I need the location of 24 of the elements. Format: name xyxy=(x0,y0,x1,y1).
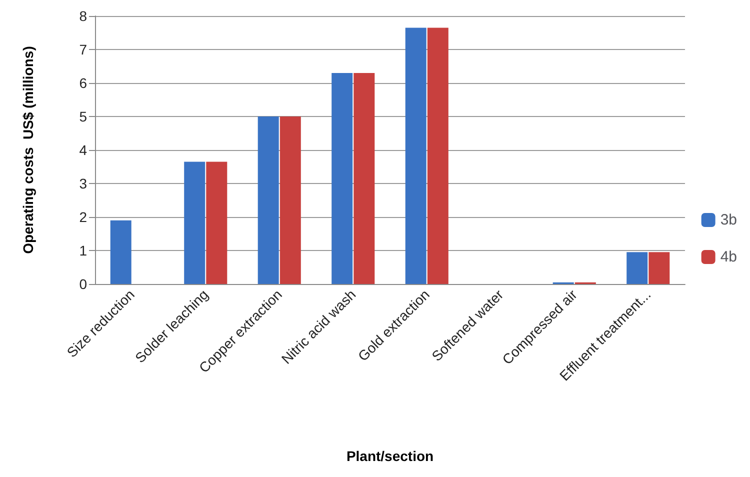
bar xyxy=(258,116,279,284)
bar xyxy=(427,28,448,284)
bar xyxy=(206,162,228,284)
x-axis-title: Plant/section xyxy=(346,448,434,464)
bar xyxy=(405,28,426,284)
y-tick-label: 4 xyxy=(79,142,88,158)
legend-label: 4b xyxy=(720,248,738,266)
bar xyxy=(110,220,132,284)
y-axis-title: Operating costs US$ (millions) xyxy=(20,46,36,254)
bar xyxy=(332,72,353,284)
bar xyxy=(626,252,648,284)
y-tick-label: 1 xyxy=(79,242,88,258)
y-tick-label: 3 xyxy=(79,176,88,192)
y-tick-label: 2 xyxy=(79,209,88,225)
y-tick-label: 6 xyxy=(79,75,88,91)
y-tick-label: 5 xyxy=(79,108,88,124)
legend-label: 3b xyxy=(720,212,738,228)
y-tick-label: 7 xyxy=(79,42,88,58)
bar xyxy=(280,116,301,284)
bar xyxy=(184,162,206,284)
bar xyxy=(354,72,375,284)
bar xyxy=(648,252,670,284)
y-tick-label: 0 xyxy=(79,276,88,292)
y-tick-label: 8 xyxy=(79,8,88,24)
